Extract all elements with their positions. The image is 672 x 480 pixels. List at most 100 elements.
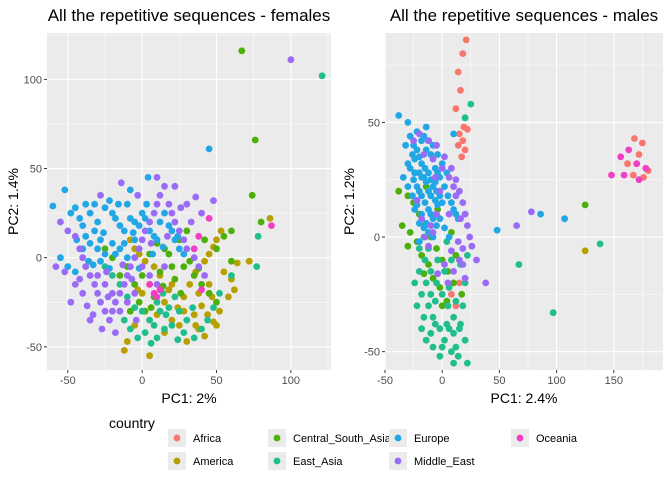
legend-label-oceania: Oceania xyxy=(536,433,578,445)
data-point-east-asia xyxy=(168,322,176,329)
data-point-east-asia xyxy=(448,256,455,264)
legend-key-america xyxy=(173,457,181,465)
data-point-america xyxy=(205,250,213,258)
data-point-middle-east xyxy=(112,329,119,336)
data-point-middle-east xyxy=(190,254,198,262)
data-point-central-south-asia xyxy=(433,245,440,252)
data-point-east-asia xyxy=(418,290,425,298)
data-point-europe xyxy=(168,227,176,235)
data-point-east-asia xyxy=(438,290,446,298)
data-point-europe xyxy=(116,245,124,253)
data-point-europe xyxy=(395,112,403,119)
data-point-east-asia xyxy=(418,325,425,333)
data-point-europe xyxy=(161,209,168,217)
data-point-middle-east xyxy=(82,263,90,270)
data-point-middle-east xyxy=(434,270,441,278)
data-point-middle-east xyxy=(429,229,437,236)
data-point-oceania xyxy=(205,215,213,222)
data-point-east-asia xyxy=(467,100,475,108)
data-point-middle-east xyxy=(287,56,295,64)
data-point-central-south-asia xyxy=(248,191,256,199)
data-point-east-asia xyxy=(438,343,446,351)
data-point-middle-east xyxy=(109,307,116,315)
data-point-america xyxy=(233,259,241,267)
data-point-middle-east xyxy=(101,307,109,315)
data-point-central-south-asia xyxy=(238,47,246,55)
data-point-central-south-asia xyxy=(165,250,173,258)
data-point-east-asia xyxy=(431,297,439,305)
data-point-east-asia xyxy=(457,320,464,328)
data-point-middle-east xyxy=(413,197,421,204)
y-tick-label: 0 xyxy=(374,232,380,244)
data-point-america xyxy=(120,347,128,354)
data-point-middle-east xyxy=(138,263,146,270)
data-point-africa xyxy=(452,105,460,113)
data-point-east-asia xyxy=(454,352,462,360)
data-point-africa xyxy=(457,86,464,94)
data-point-east-asia xyxy=(174,336,182,344)
data-point-middle-east xyxy=(452,176,460,184)
data-point-europe xyxy=(143,200,151,208)
data-point-europe xyxy=(537,210,544,218)
data-point-europe xyxy=(101,250,109,258)
data-point-east-asia xyxy=(147,339,155,347)
data-point-middle-east xyxy=(473,256,480,264)
data-point-central-south-asia xyxy=(581,201,589,209)
data-point-east-asia xyxy=(464,359,471,367)
data-point-middle-east xyxy=(150,209,158,217)
data-point-east-asia xyxy=(318,72,326,80)
y-axis-title: PC2: 1.4% xyxy=(5,168,21,235)
data-point-central-south-asia xyxy=(198,281,206,288)
data-point-east-asia xyxy=(415,245,423,252)
data-point-africa xyxy=(629,171,637,179)
data-point-middle-east xyxy=(192,193,200,201)
data-point-europe xyxy=(404,160,412,168)
data-point-europe xyxy=(156,218,164,226)
data-point-east-asia xyxy=(204,316,212,324)
data-point-middle-east xyxy=(101,281,109,288)
data-point-europe xyxy=(425,169,432,177)
data-point-europe xyxy=(159,243,167,251)
data-point-middle-east xyxy=(427,222,435,230)
data-point-east-asia xyxy=(461,336,469,344)
data-point-east-asia xyxy=(198,325,206,333)
data-point-europe xyxy=(415,238,423,246)
data-point-oceania xyxy=(633,160,641,168)
data-point-central-south-asia xyxy=(228,227,235,235)
data-point-europe xyxy=(441,183,448,191)
data-point-europe xyxy=(49,202,57,210)
data-point-europe xyxy=(399,174,407,181)
data-point-middle-east xyxy=(98,325,106,333)
data-point-europe xyxy=(97,257,104,265)
data-point-middle-east xyxy=(452,192,460,200)
legend-key-east-asia xyxy=(273,457,281,465)
data-point-middle-east xyxy=(444,279,452,287)
y-axis-title: PC2: 1.2% xyxy=(341,168,357,235)
x-tick-label: 50 xyxy=(493,375,505,387)
data-point-africa xyxy=(454,141,462,149)
data-point-east-asia xyxy=(150,322,158,329)
y-tick-label: 50 xyxy=(368,117,380,129)
data-point-central-south-asia xyxy=(190,272,198,279)
data-point-europe xyxy=(120,240,128,247)
data-point-central-south-asia xyxy=(116,272,124,279)
data-point-europe xyxy=(175,245,183,253)
data-point-europe xyxy=(493,226,501,234)
x-axis-title: PC1: 2% xyxy=(161,390,216,406)
data-point-europe xyxy=(409,192,416,200)
data-point-america xyxy=(204,311,212,319)
data-point-central-south-asia xyxy=(205,289,213,297)
data-point-europe xyxy=(135,222,143,230)
data-point-east-asia xyxy=(429,343,437,351)
data-point-middle-east xyxy=(177,204,185,212)
data-point-east-asia xyxy=(153,298,161,306)
data-point-east-asia xyxy=(420,313,428,321)
data-point-europe xyxy=(441,224,448,232)
data-point-europe xyxy=(422,178,430,186)
data-point-europe xyxy=(180,250,188,258)
data-point-central-south-asia xyxy=(180,263,188,270)
data-point-europe xyxy=(120,227,128,235)
data-point-middle-east xyxy=(421,233,429,241)
data-point-america xyxy=(266,215,274,222)
